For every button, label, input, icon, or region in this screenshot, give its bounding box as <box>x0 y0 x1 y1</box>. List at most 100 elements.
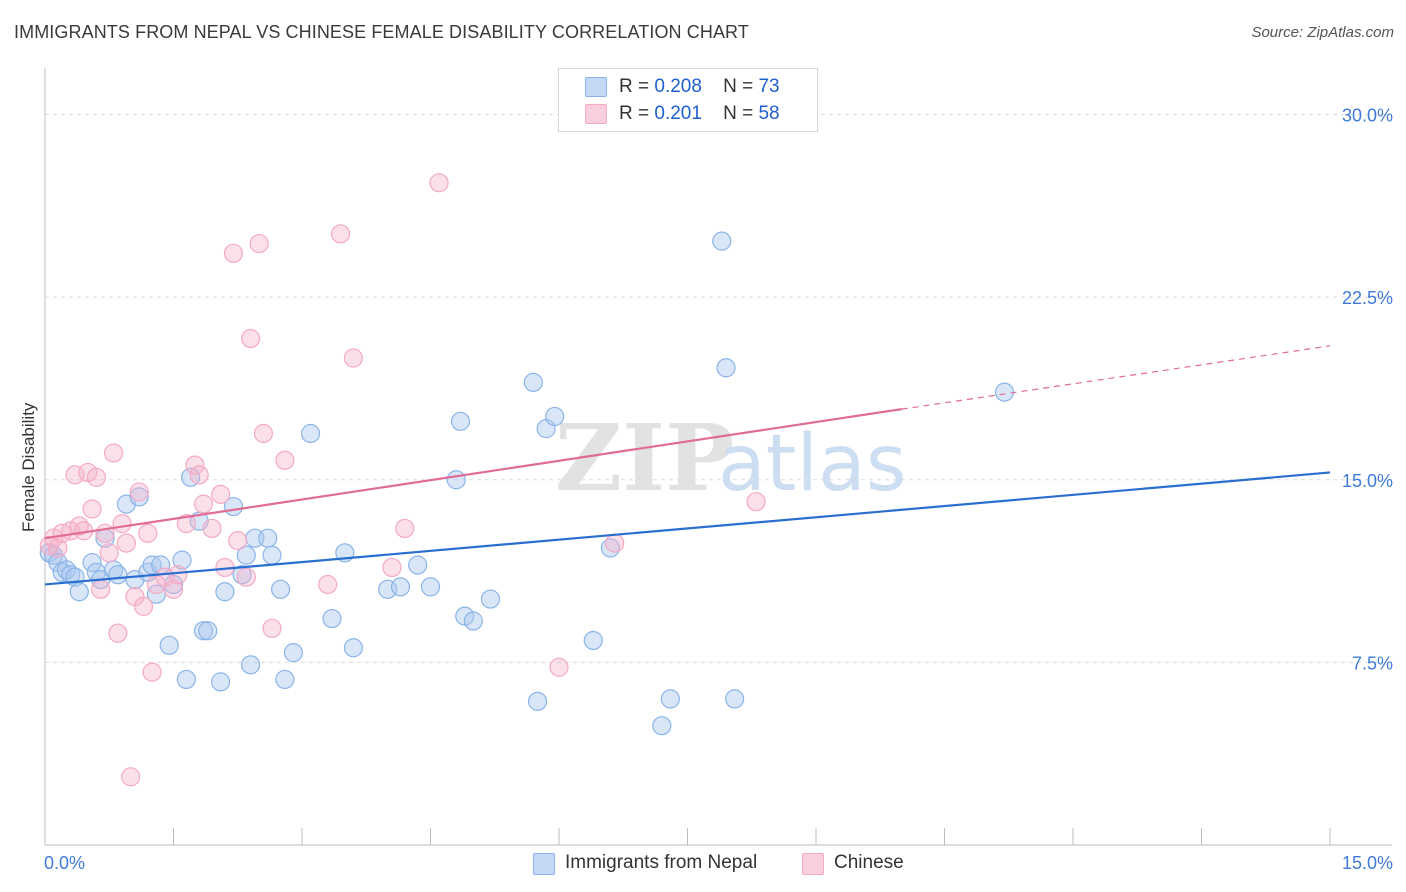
chinese-point-10 <box>86 467 107 487</box>
nepal-point-37 <box>262 545 282 565</box>
chinese-n-label: N = <box>723 103 754 124</box>
nepal-n-label: N = <box>723 76 754 97</box>
nepal-point-38 <box>270 579 291 599</box>
nepal-point-46 <box>390 577 411 597</box>
chinese-swatch <box>585 104 607 124</box>
chinese-point-44 <box>330 224 351 244</box>
nepal-point-49 <box>446 470 466 490</box>
nepal-point-27 <box>193 621 214 641</box>
chinese-point-39 <box>249 233 269 254</box>
nepal-point-23 <box>172 550 192 570</box>
nepal-point-57 <box>545 406 565 427</box>
nepal-point-54 <box>523 372 543 392</box>
nepal-point-16 <box>129 487 149 507</box>
chinese-point-2 <box>48 538 68 558</box>
chinese-point-51 <box>746 492 766 512</box>
nepal-r-label: R = <box>619 76 650 97</box>
chinese-point-14 <box>103 443 124 463</box>
nepal-point-44 <box>343 638 363 658</box>
chinese-point-31 <box>193 494 214 514</box>
nepal-trend-line <box>44 471 1331 586</box>
nepal-point-42 <box>322 608 342 629</box>
nepal-point-53 <box>480 589 501 609</box>
chinese-point-46 <box>382 557 402 578</box>
chinese-point-43 <box>318 574 338 595</box>
chinese-trend-line <box>44 408 902 540</box>
nepal-point-13 <box>108 565 128 585</box>
nepal-point-64 <box>725 689 745 709</box>
nepal-r-value: 0.208 <box>654 76 702 97</box>
nepal-point-48 <box>420 577 441 597</box>
legend-nepal-label: Immigrants from Nepal <box>565 852 758 873</box>
nepal-point-21 <box>159 635 179 655</box>
series-legend: Immigrants from Nepal Chinese <box>0 852 1406 876</box>
nepal-point-7 <box>69 582 89 602</box>
x-tick-label-0: 0.0% <box>44 853 85 873</box>
chinese-n-value: 58 <box>758 103 780 124</box>
chinese-point-41 <box>262 618 282 638</box>
nepal-point-29 <box>211 672 231 692</box>
chinese-point-35 <box>223 243 244 263</box>
nepal-point-28 <box>198 621 218 641</box>
nepal-point-63 <box>716 358 736 378</box>
chinese-point-36 <box>228 531 248 551</box>
nepal-point-34 <box>241 655 261 675</box>
chinese-point-11 <box>91 579 111 599</box>
y-tick-label-1: 15.0% <box>1342 471 1393 491</box>
nepal-point-55 <box>527 691 548 711</box>
chinese-r-label: R = <box>619 103 650 124</box>
chinese-point-20 <box>129 482 149 502</box>
chinese-point-49 <box>549 657 569 677</box>
chinese-point-33 <box>211 484 231 504</box>
y-tick-label-2: 22.5% <box>1342 288 1393 308</box>
chinese-point-42 <box>275 450 295 470</box>
chinese-point-37 <box>236 567 256 587</box>
nepal-point-47 <box>408 555 428 575</box>
chinese-point-40 <box>253 423 274 444</box>
nepal-point-40 <box>283 643 304 663</box>
chinese-point-9 <box>82 499 102 519</box>
chinese-point-32 <box>202 518 222 539</box>
nepal-point-52 <box>463 611 483 631</box>
chinese-point-23 <box>142 662 162 682</box>
chinese-point-26 <box>163 579 184 599</box>
legend-nepal-swatch <box>533 853 555 875</box>
nepal-point-36 <box>258 528 278 548</box>
chinese-point-47 <box>395 518 415 539</box>
nepal-point-61 <box>660 689 680 709</box>
chinese-point-48 <box>429 173 449 193</box>
chinese-point-22 <box>138 523 158 543</box>
chart-source: Source: ZipAtlas.com <box>1251 24 1394 41</box>
nepal-point-24 <box>176 669 196 690</box>
nepal-point-8 <box>82 552 102 573</box>
chinese-point-15 <box>108 623 128 643</box>
legend-chinese-label: Chinese <box>834 852 904 873</box>
nepal-point-30 <box>215 582 235 602</box>
chinese-point-29 <box>185 455 205 475</box>
chinese-point-45 <box>343 348 363 368</box>
chinese-point-28 <box>176 513 196 534</box>
chinese-point-12 <box>95 523 115 543</box>
chinese-point-30 <box>189 465 209 485</box>
stats-legend: R = 0.208 N = 73 R = 0.201 N = 58 <box>558 68 818 132</box>
nepal-point-50 <box>450 411 471 431</box>
chinese-r-value: 0.201 <box>654 103 702 124</box>
chinese-point-16 <box>112 513 132 534</box>
nepal-point-33 <box>236 545 256 565</box>
watermark-zip: ZIP <box>555 404 734 512</box>
nepal-n-value: 73 <box>758 76 780 97</box>
y-tick-label-0: 7.5% <box>1352 653 1393 673</box>
nepal-point-58 <box>583 630 603 651</box>
chinese-point-38 <box>241 328 261 349</box>
watermark-atlas: atlas <box>718 419 907 509</box>
nepal-point-60 <box>652 716 672 736</box>
chinese-point-27 <box>168 565 188 585</box>
nepal-point-39 <box>275 669 295 690</box>
chart-title: IMMIGRANTS FROM NEPAL VS CHINESE FEMALE … <box>14 22 749 42</box>
chinese-point-13 <box>99 543 119 563</box>
nepal-point-62 <box>712 231 732 251</box>
chinese-point-17 <box>116 533 136 553</box>
chinese-trend-extension <box>901 345 1331 410</box>
y-tick-label-3: 30.0% <box>1342 106 1393 126</box>
nepal-point-65 <box>994 382 1015 402</box>
